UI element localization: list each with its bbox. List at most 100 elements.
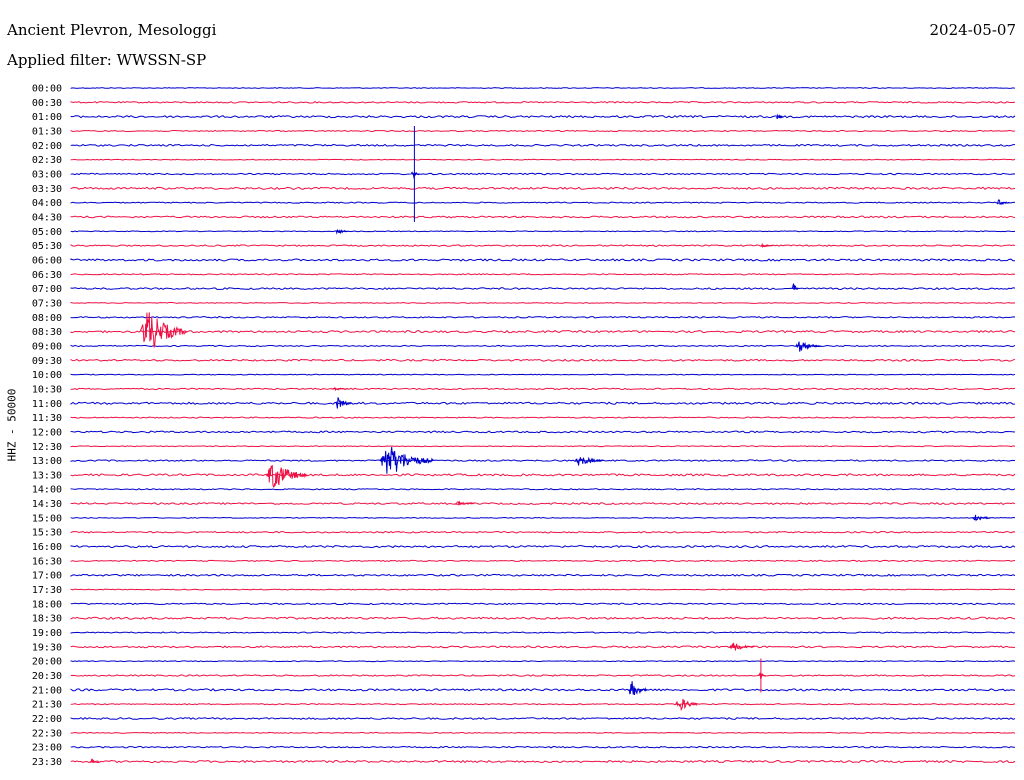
event-waveform — [757, 658, 767, 693]
tick-label: 12:00 — [32, 427, 62, 438]
tick-label: 13:00 — [32, 456, 62, 467]
event-waveform — [776, 113, 783, 120]
tick-label: 20:30 — [32, 671, 62, 682]
event-waveform — [971, 514, 991, 522]
record-date: 2024-05-07 — [929, 21, 1016, 39]
tick-label: 12:30 — [32, 442, 62, 453]
tick-label: 02:30 — [32, 155, 62, 166]
tick-label: 11:00 — [32, 399, 62, 410]
trace-row — [70, 631, 1016, 634]
event-waveform — [265, 465, 308, 488]
time-tick-labels: 00:00 00:30 01:00 01:30 02:00 02:30 03:00 03:30… — [32, 84, 62, 769]
tick-label: 23:30 — [32, 757, 62, 768]
tick-label: 01:30 — [32, 126, 62, 137]
tick-label: 10:00 — [32, 370, 62, 381]
tick-label: 04:00 — [32, 198, 62, 209]
tick-label: 21:30 — [32, 700, 62, 711]
tick-label: 01:00 — [32, 112, 62, 123]
tick-label: 05:00 — [32, 227, 62, 238]
trace-row — [70, 731, 1016, 734]
event-waveform — [574, 456, 604, 466]
event-waveform — [791, 283, 799, 291]
event-waveform — [455, 500, 474, 506]
trace-row — [70, 703, 1016, 706]
tick-label: 09:00 — [32, 341, 62, 352]
event-waveform — [335, 397, 352, 409]
trace-row — [70, 344, 1016, 348]
trace-row — [70, 674, 1016, 677]
tick-label: 22:30 — [32, 728, 62, 739]
trace-row — [70, 717, 1016, 721]
trace-row — [70, 502, 1016, 506]
tick-label: 00:00 — [32, 84, 62, 95]
trace-row — [70, 215, 1016, 219]
tick-label: 07:00 — [32, 284, 62, 295]
event-waveform — [139, 312, 188, 348]
tick-label: 14:00 — [32, 485, 62, 496]
trace-row — [70, 244, 1016, 247]
trace-row — [70, 430, 1016, 434]
trace-row — [70, 358, 1016, 362]
event-waveform — [332, 386, 348, 391]
trace-row — [70, 660, 1016, 663]
trace-row — [70, 588, 1016, 591]
tick-label: 15:30 — [32, 528, 62, 539]
tick-label: 05:30 — [32, 241, 62, 252]
tick-label: 20:00 — [32, 657, 62, 668]
trace-row — [70, 387, 1016, 391]
trace-row — [70, 129, 1016, 133]
tick-label: 08:30 — [32, 327, 62, 338]
trace-row — [70, 201, 1016, 204]
tick-label: 18:00 — [32, 599, 62, 610]
tick-label: 19:30 — [32, 642, 62, 653]
trace-row — [70, 759, 1016, 764]
event-waveform — [335, 229, 348, 235]
trace-row — [70, 544, 1016, 549]
event-waveform — [760, 242, 773, 248]
trace-row — [70, 530, 1016, 534]
trace-row — [70, 172, 1016, 176]
trace-row — [70, 459, 1016, 462]
trace-row — [70, 445, 1016, 448]
tick-label: 03:30 — [32, 184, 62, 195]
tick-label: 18:30 — [32, 614, 62, 625]
trace-row — [70, 616, 1016, 620]
tick-label: 19:00 — [32, 628, 62, 639]
trace-row — [70, 602, 1016, 606]
trace-row — [70, 745, 1016, 749]
tick-label: 07:30 — [32, 298, 62, 309]
tick-label: 09:30 — [32, 356, 62, 367]
tick-label: 22:00 — [32, 714, 62, 725]
event-waveform — [675, 698, 698, 711]
tick-label: 11:30 — [32, 413, 62, 424]
trace-row — [70, 373, 1016, 376]
tick-label: 06:30 — [32, 270, 62, 281]
trace-row — [70, 488, 1016, 491]
tick-label: 14:30 — [32, 499, 62, 510]
event-waveform — [411, 125, 420, 222]
trace-row — [70, 416, 1016, 419]
trace-row — [70, 302, 1016, 304]
trace-row — [70, 329, 1016, 334]
tick-label: 15:00 — [32, 513, 62, 524]
event-waveform — [628, 681, 648, 696]
tick-label: 03:00 — [32, 169, 62, 180]
tick-label: 13:30 — [32, 470, 62, 481]
trace-row — [70, 401, 1016, 405]
trace-row — [70, 115, 1016, 119]
tick-label: 23:00 — [32, 743, 62, 754]
tick-label: 10:30 — [32, 384, 62, 395]
trace-row — [70, 101, 1016, 104]
seismic-traces — [70, 87, 1016, 764]
trace-row — [70, 316, 1016, 319]
tick-label: 00:30 — [32, 98, 62, 109]
tick-label: 04:30 — [32, 212, 62, 223]
tick-label: 17:30 — [32, 585, 62, 596]
trace-row — [70, 559, 1016, 562]
tick-label: 16:00 — [32, 542, 62, 553]
trace-row — [70, 273, 1016, 276]
tick-label: 16:30 — [32, 556, 62, 567]
trace-row — [70, 87, 1016, 89]
trace-row — [70, 688, 1016, 692]
